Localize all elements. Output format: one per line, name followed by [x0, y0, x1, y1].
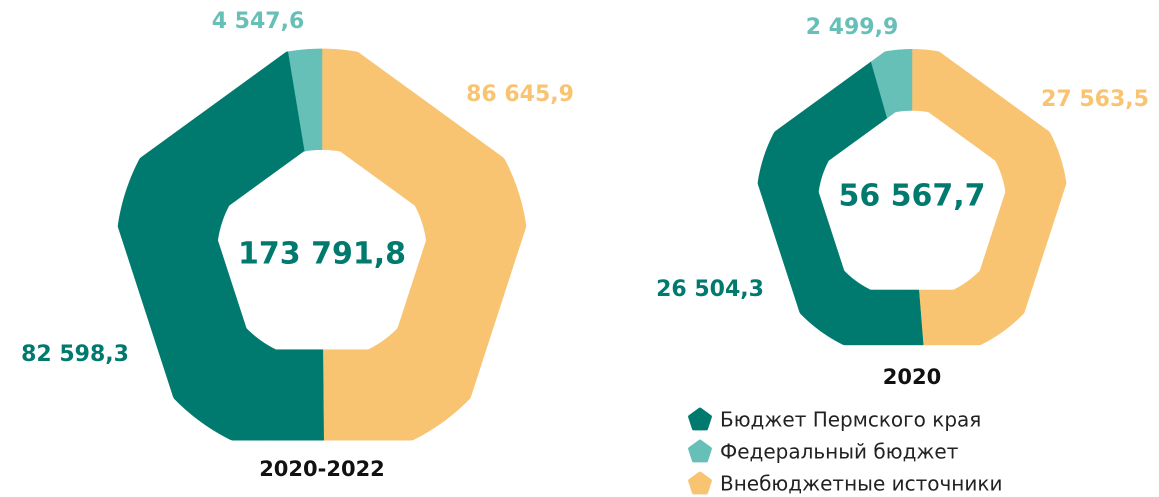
segment [870, 49, 913, 119]
segment [287, 48, 323, 152]
chart-title: 2020 [883, 365, 941, 389]
value-label: 86 645,9 [466, 82, 574, 107]
value-label: 2 499,9 [806, 15, 899, 40]
value-label: 26 504,3 [656, 277, 764, 302]
center-label: 173 791,8 [238, 237, 406, 272]
value-label: 27 563,5 [1041, 87, 1149, 112]
value-label: 82 598,3 [21, 342, 129, 367]
legend-swatch [688, 407, 712, 431]
legend-label: Бюджет Пермского края [720, 408, 981, 432]
value-label: 4 547,6 [212, 9, 305, 34]
legend-label: Федеральный бюджет [720, 440, 959, 464]
legend-label: Внебюджетные источники [720, 472, 1002, 496]
legend-swatch [688, 471, 712, 495]
chart-title: 2020-2022 [259, 457, 385, 481]
legend-swatch [688, 439, 712, 463]
center-label: 56 567,7 [838, 179, 985, 214]
